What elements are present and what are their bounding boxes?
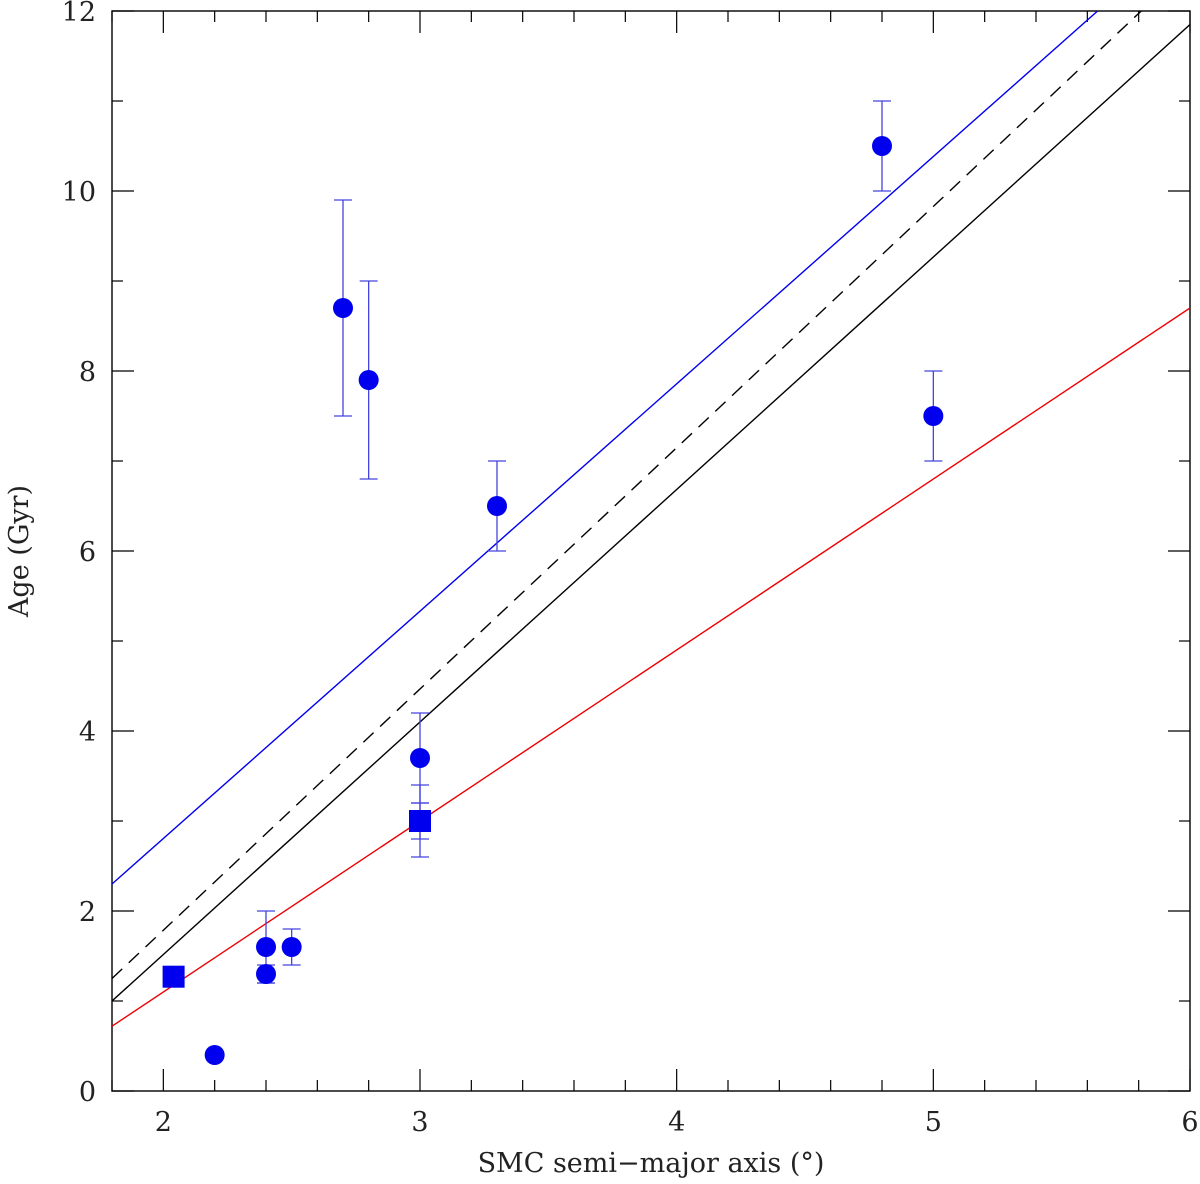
x-tick-label: 4 [668, 1107, 685, 1138]
y-tick-label: 2 [79, 897, 96, 928]
data-point [358, 370, 379, 390]
x-tick-label: 6 [1181, 1107, 1198, 1138]
x-tick-label: 5 [925, 1107, 942, 1138]
data-point-square [162, 965, 185, 988]
y-tick-label: 4 [79, 717, 96, 748]
y-tick-label: 10 [62, 177, 96, 208]
x-tick-label: 3 [411, 1107, 428, 1138]
y-tick-label: 8 [79, 357, 96, 388]
data-point [256, 937, 276, 957]
fit-line [112, 23, 1190, 1002]
axis-ticks [111, 10, 1191, 1092]
error-bars [164, 100, 943, 984]
y-tick-label: 0 [79, 1077, 96, 1108]
fit-line [112, 11, 1099, 885]
data-point-square [409, 810, 431, 832]
data-point [923, 406, 944, 426]
y-tick-label: 12 [62, 0, 96, 28]
y-tick-label: 6 [79, 537, 96, 568]
x-tick-label: 2 [155, 1107, 172, 1138]
data-point [281, 937, 302, 957]
fit-line [112, 307, 1190, 1027]
fit-lines [112, 11, 1190, 1027]
fit-line [112, 11, 1142, 980]
data-point [410, 748, 430, 768]
y-axis-title: Age (Gyr) [4, 485, 35, 618]
x-axis-title: SMC semi−major axis (°) [478, 1148, 825, 1179]
data-point [204, 1045, 225, 1065]
plot-frame [111, 10, 1191, 1092]
data-point [872, 136, 892, 156]
data-point [333, 298, 353, 318]
data-points [162, 136, 944, 1065]
data-point [487, 496, 507, 516]
tick-labels: 2 3 4 5 6 0 2 4 6 8 10 12 [62, 0, 1199, 1138]
data-point [256, 964, 276, 984]
